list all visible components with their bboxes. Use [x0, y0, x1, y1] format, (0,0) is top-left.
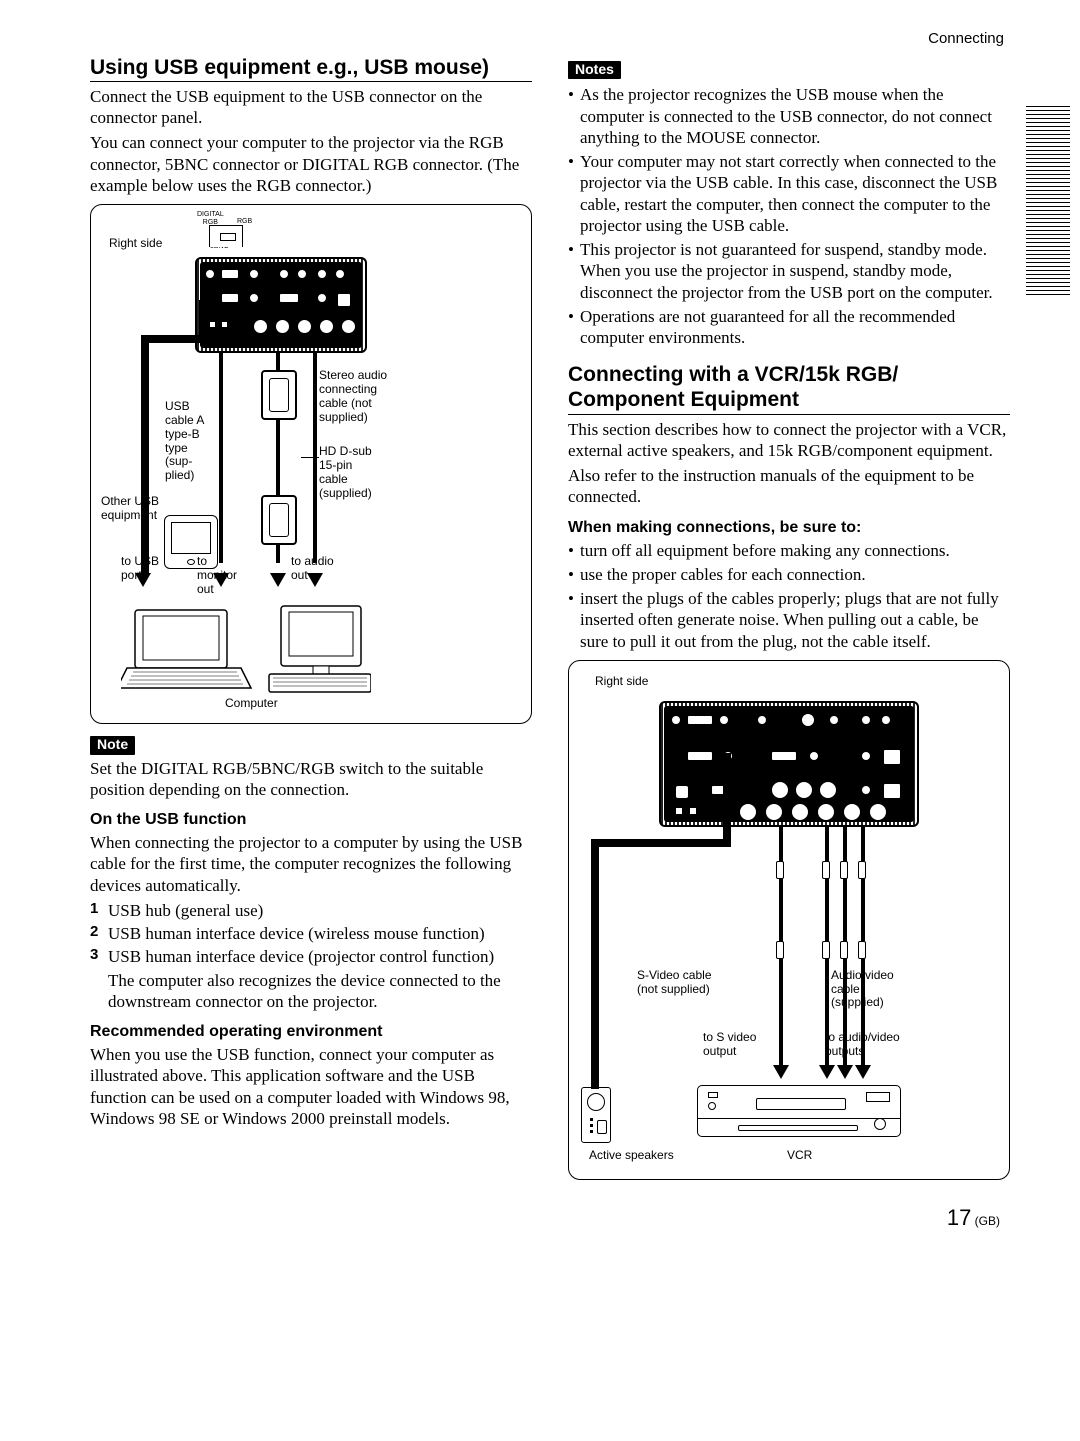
label-other: Other USB equipment — [101, 495, 171, 523]
right-body-1: This section describes how to connect th… — [568, 419, 1010, 462]
label-to-usb: to USB port — [121, 555, 165, 583]
usb-connection-diagram: Right side DIGITALRGB RGB 5BNC — [90, 204, 532, 724]
notes-list: As the projector recognizes the USB mous… — [568, 84, 1010, 348]
connector-panel-2 — [659, 701, 919, 827]
label-vcr: VCR — [787, 1149, 812, 1163]
label-speakers: Active speakers — [589, 1149, 674, 1163]
label-right-side-2: Right side — [595, 675, 648, 689]
env-text: When you use the USB function, connect y… — [90, 1044, 532, 1129]
usb-device-list: 1USB hub (general use) 2USB human interf… — [90, 900, 532, 968]
note-item: Operations are not guaranteed for all th… — [568, 306, 1010, 349]
label-to-sv: to S video output — [703, 1031, 765, 1059]
left-title: Using USB equipment e.g., USB mouse) — [90, 55, 532, 82]
env-heading: Recommended operating environment — [90, 1022, 532, 1042]
usb-function-heading: On the USB function — [90, 810, 532, 830]
right-column: Notes As the projector recognizes the US… — [568, 55, 1010, 1186]
computers — [121, 600, 371, 700]
label-to-audio: to audio out — [291, 555, 341, 583]
dsub-top — [261, 370, 297, 420]
left-intro-1: Connect the USB equipment to the USB con… — [90, 86, 532, 129]
label-av: Audio/video cable (supplied) — [831, 969, 901, 1010]
notes-label: Notes — [568, 61, 621, 80]
note-item: Your computer may not start correctly wh… — [568, 151, 1010, 236]
note-label: Note — [90, 736, 135, 755]
left-intro-2: You can connect your computer to the pro… — [90, 132, 532, 196]
when-item: turn off all equipment before making any… — [568, 540, 1010, 561]
label-computer: Computer — [225, 697, 278, 711]
label-right-side: Right side — [109, 237, 162, 251]
label-svideo: S-Video cable (not supplied) — [637, 969, 717, 997]
usb-function-intro: When connecting the projector to a compu… — [90, 832, 532, 896]
speaker-icon — [581, 1087, 611, 1143]
label-usb-cable: USB cable A type-B type (sup-plied) — [165, 400, 211, 483]
label-hd: HD D-sub 15-pin cable (supplied) — [319, 445, 379, 500]
usb-after-text: The computer also recognizes the device … — [90, 970, 532, 1013]
label-to-monitor: to monitor out — [197, 555, 241, 596]
vcr-icon — [697, 1085, 901, 1137]
label-stereo: Stereo audio connecting cable (not suppl… — [319, 369, 389, 424]
page-number: 17 (GB) — [90, 1204, 1010, 1232]
section-header: Connecting — [90, 30, 1010, 49]
page-edge-marker — [1026, 105, 1070, 295]
when-item: insert the plugs of the cables properly;… — [568, 588, 1010, 652]
connector-panel — [195, 257, 367, 353]
vcr-connection-diagram: Right side — [568, 660, 1010, 1180]
label-to-av: to audio/video outputs — [825, 1031, 905, 1059]
note-item: This projector is not guaranteed for sus… — [568, 239, 1010, 303]
left-column: Using USB equipment e.g., USB mouse) Con… — [90, 55, 532, 1186]
when-item: use the proper cables for each connectio… — [568, 564, 1010, 585]
when-heading: When making connections, be sure to: — [568, 518, 1010, 538]
right-title: Connecting with a VCR/15k RGB/ Component… — [568, 362, 1010, 414]
when-list: turn off all equipment before making any… — [568, 540, 1010, 652]
note-item: As the projector recognizes the USB mous… — [568, 84, 1010, 148]
right-body-2: Also refer to the instruction manuals of… — [568, 465, 1010, 508]
note-text: Set the DIGITAL RGB/5BNC/RGB switch to t… — [90, 758, 532, 801]
dsub-bottom — [261, 495, 297, 545]
